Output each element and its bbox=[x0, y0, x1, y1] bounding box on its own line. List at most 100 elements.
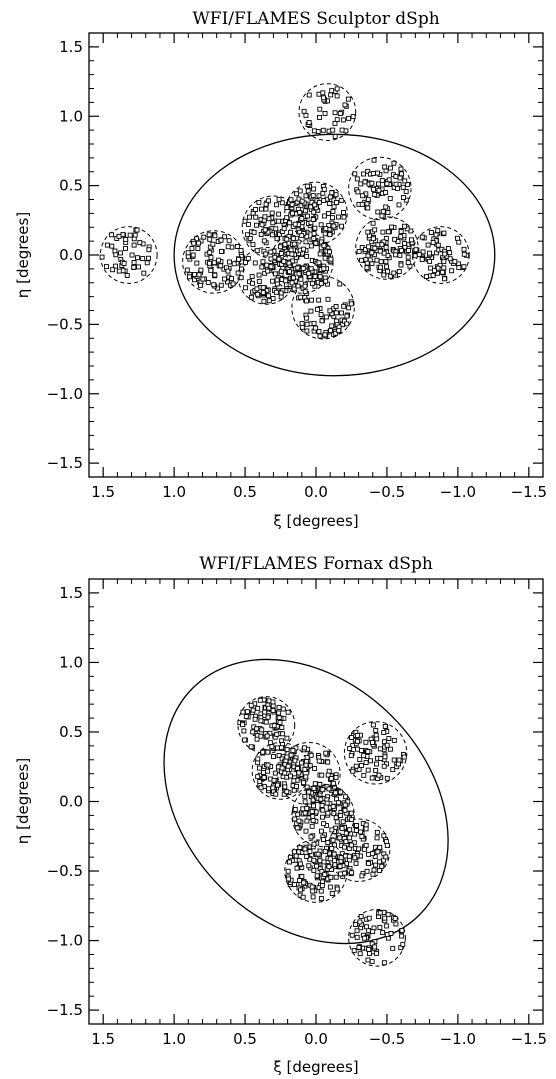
axis-ticks: 1.5 1.0 0.5 0.0 −0.5 −1.0 −1.5 1.5 1.0 0.5 0.0 −0.5… bbox=[47, 32, 547, 501]
star-marker bbox=[258, 733, 264, 739]
star-marker bbox=[441, 230, 447, 236]
star-marker bbox=[435, 228, 441, 234]
star-marker bbox=[373, 727, 379, 733]
star-marker bbox=[268, 256, 274, 262]
star-marker bbox=[435, 270, 441, 276]
star-marker bbox=[116, 268, 122, 274]
field-circle bbox=[298, 83, 357, 141]
star-marker bbox=[343, 830, 349, 836]
star-marker bbox=[295, 265, 301, 271]
star-marker bbox=[322, 111, 328, 116]
star-marker bbox=[253, 207, 259, 212]
star-marker bbox=[331, 204, 337, 210]
star-marker bbox=[311, 209, 317, 215]
star-marker bbox=[400, 184, 406, 190]
star-marker bbox=[225, 244, 231, 250]
star-marker bbox=[372, 192, 378, 197]
star-marker bbox=[366, 946, 372, 952]
star-marker bbox=[244, 709, 250, 715]
star-marker bbox=[384, 742, 390, 748]
star-marker bbox=[334, 200, 339, 205]
star-marker bbox=[322, 255, 328, 261]
star-marker bbox=[131, 260, 137, 265]
star-marker bbox=[402, 223, 408, 229]
star-marker bbox=[449, 268, 455, 274]
star-marker bbox=[359, 257, 364, 263]
star-marker bbox=[318, 896, 324, 902]
star-marker bbox=[309, 297, 314, 303]
star-marker bbox=[293, 745, 299, 751]
star-marker bbox=[249, 280, 255, 286]
star-marker bbox=[359, 201, 365, 207]
star-marker bbox=[307, 849, 313, 855]
axis-ticks: 1.5 1.0 0.5 0.0 −0.5 −1.0 −1.5 1.5 1.0 0.5 0.0 −0.5… bbox=[47, 578, 547, 1048]
star-marker bbox=[310, 797, 316, 803]
star-marker bbox=[281, 226, 287, 232]
star-marker bbox=[353, 763, 359, 769]
star-marker bbox=[298, 887, 303, 893]
field-circle bbox=[326, 818, 391, 882]
star-marker bbox=[270, 785, 276, 791]
star-marker bbox=[254, 222, 259, 228]
star-marker bbox=[310, 894, 316, 900]
star-marker bbox=[261, 298, 267, 304]
star-marker bbox=[254, 248, 260, 254]
star-marker bbox=[284, 735, 290, 741]
star-marker bbox=[430, 240, 436, 245]
star-marker bbox=[317, 106, 323, 112]
star-marker bbox=[369, 180, 375, 186]
star-marker bbox=[339, 223, 344, 229]
star-marker bbox=[304, 233, 310, 239]
star-marker bbox=[337, 835, 343, 841]
star-marker bbox=[299, 198, 305, 204]
star-marker bbox=[306, 120, 312, 125]
star-marker bbox=[261, 238, 267, 244]
star-marker bbox=[208, 267, 214, 273]
star-marker bbox=[278, 244, 283, 250]
x-tick-label: 0.0 bbox=[304, 483, 328, 501]
star-marker bbox=[338, 789, 344, 795]
star-marker bbox=[259, 206, 264, 212]
star-marker bbox=[297, 188, 303, 194]
star-marker bbox=[195, 246, 201, 251]
star-marker bbox=[308, 266, 314, 272]
star-marker bbox=[363, 826, 369, 832]
star-marker bbox=[258, 231, 264, 237]
star-marker bbox=[236, 256, 242, 262]
star-marker bbox=[284, 236, 290, 242]
star-marker bbox=[185, 250, 191, 256]
star-marker bbox=[303, 208, 309, 214]
fornax-panel: WFI/FLAMES Fornax dSph 1.5 1.0 0.5 0.0 −0.5 −… bbox=[14, 554, 547, 1076]
star-marker bbox=[303, 774, 309, 780]
star-marker bbox=[420, 249, 426, 255]
star-marker bbox=[245, 221, 251, 227]
star-marker bbox=[281, 258, 287, 264]
star-marker bbox=[371, 157, 377, 163]
star-marker bbox=[328, 328, 333, 334]
galaxy-tidal-ellipse bbox=[163, 658, 449, 945]
star-marker bbox=[355, 746, 360, 752]
star-marker bbox=[271, 723, 277, 729]
star-marker bbox=[358, 763, 364, 768]
star-marker bbox=[273, 226, 279, 232]
stars-layer bbox=[237, 697, 407, 966]
star-marker bbox=[284, 747, 290, 753]
star-marker bbox=[310, 280, 315, 286]
star-marker bbox=[314, 863, 319, 869]
y-axis-label: η [degrees] bbox=[14, 758, 32, 844]
star-marker bbox=[316, 758, 322, 764]
star-marker bbox=[242, 259, 248, 265]
star-marker bbox=[279, 251, 284, 256]
star-marker bbox=[375, 209, 381, 215]
star-marker bbox=[245, 255, 251, 261]
x-tick-label: −1.5 bbox=[511, 483, 547, 501]
star-marker bbox=[265, 762, 271, 768]
star-marker bbox=[316, 260, 322, 266]
star-marker bbox=[269, 232, 275, 238]
star-marker bbox=[266, 293, 272, 299]
star-marker bbox=[332, 862, 338, 868]
star-marker bbox=[270, 708, 276, 714]
star-marker bbox=[331, 851, 337, 857]
star-marker bbox=[364, 201, 370, 207]
star-marker bbox=[348, 301, 354, 307]
